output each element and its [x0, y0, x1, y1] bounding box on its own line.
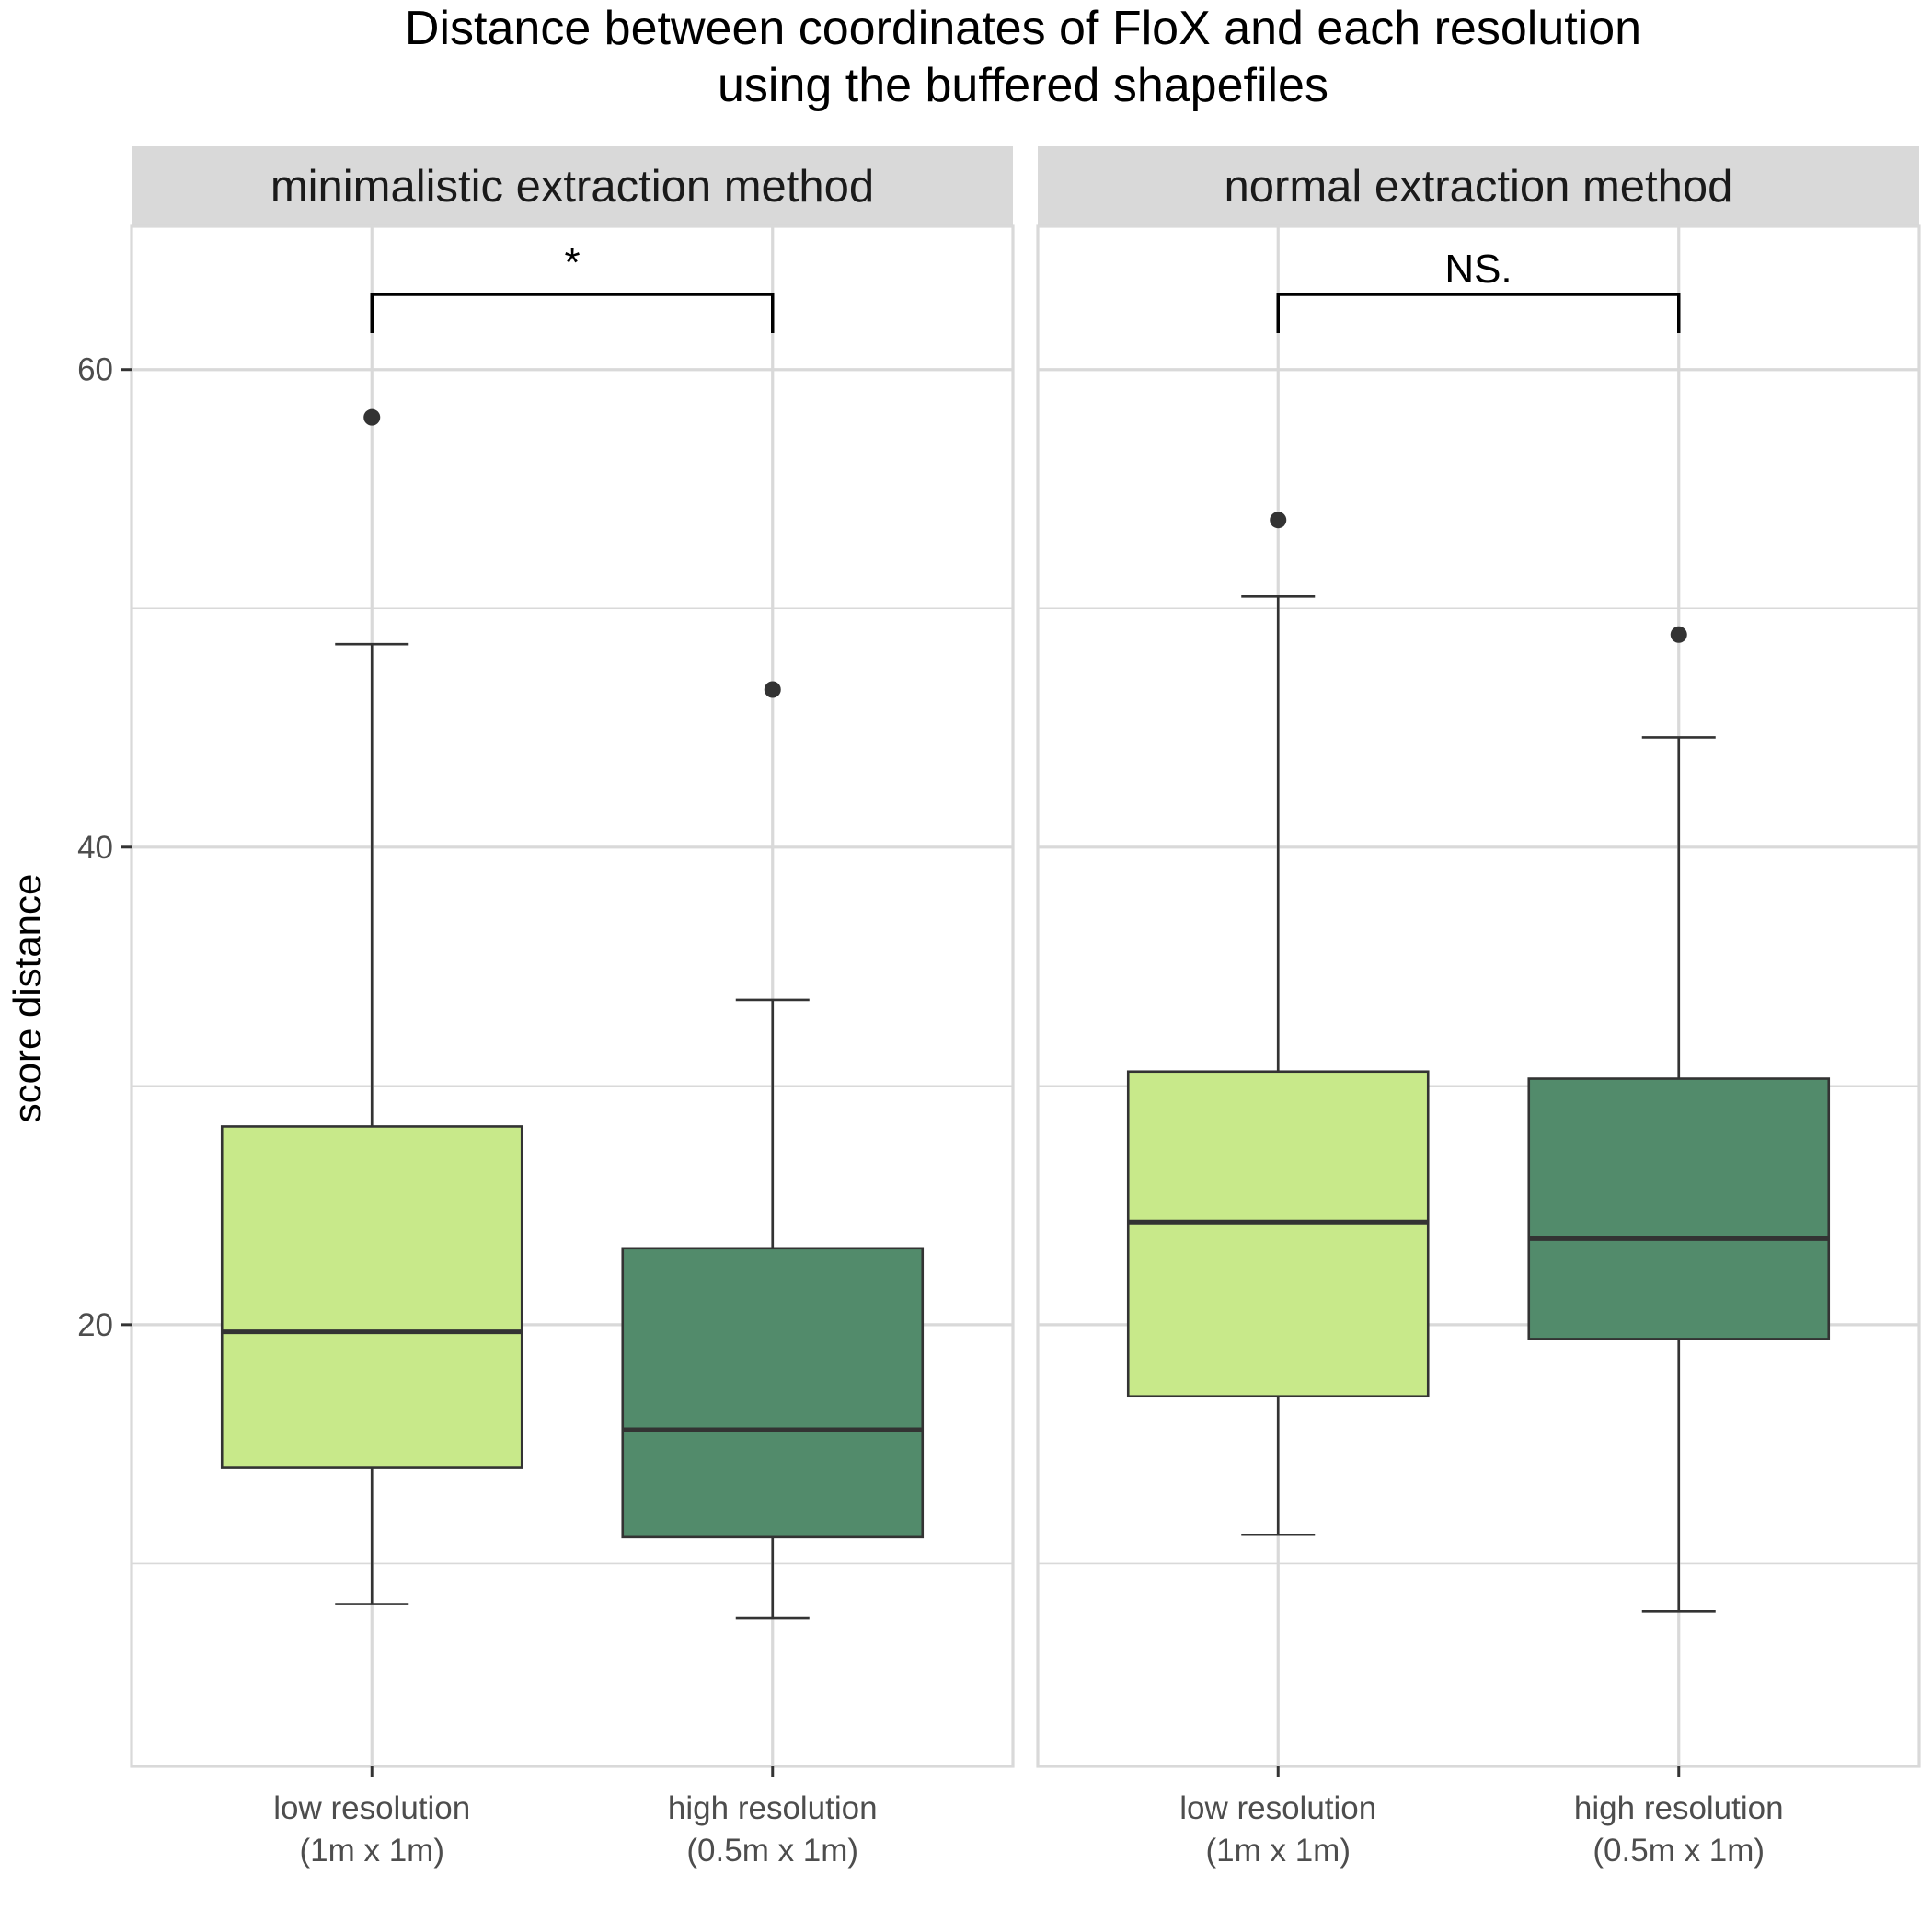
significance-label: *: [564, 240, 580, 285]
box-group-0-0: [220, 408, 523, 1605]
box-iqr: [220, 1125, 523, 1469]
facet-panel-0: minimalistic extraction method * low resol…: [130, 146, 1015, 1869]
facet-panels: minimalistic extraction method * low resol…: [130, 146, 1921, 1869]
box-iqr: [621, 1247, 925, 1539]
panel-border: [1036, 224, 1921, 1768]
y-tick-label: 20: [77, 1307, 113, 1343]
x-tick-label-line-2: (1m x 1m): [299, 1833, 444, 1869]
panel-border: [130, 224, 1015, 1768]
chart-title: Distance between coordinates of FloX and…: [405, 2, 1641, 112]
significance-bracket: [1276, 293, 1681, 333]
chart-title-line-1: Distance between coordinates of FloX and…: [405, 2, 1641, 55]
x-tick-label-line-2: (0.5m x 1m): [686, 1833, 858, 1869]
box-iqr: [1126, 1070, 1430, 1398]
y-axis-title: score distance: [6, 874, 49, 1123]
chart-title-line-2: using the buffered shapefiles: [718, 59, 1328, 112]
facet-strip-label: minimalistic extraction method: [270, 162, 874, 212]
outlier-point: [1670, 626, 1687, 643]
outlier-point: [1270, 512, 1287, 529]
significance-bracket: [370, 293, 775, 333]
x-tick-label-line-1: low resolution: [1179, 1790, 1376, 1826]
x-tick-label-line-1: low resolution: [273, 1790, 470, 1826]
box-group-0-1: [621, 681, 925, 1620]
facet-strip-label: normal extraction method: [1225, 162, 1733, 212]
x-tick-label-line-1: high resolution: [1574, 1790, 1784, 1826]
x-tick-label-line-2: (0.5m x 1m): [1593, 1833, 1765, 1869]
outlier-point: [363, 408, 381, 426]
x-tick-label-line-2: (1m x 1m): [1205, 1833, 1351, 1869]
x-tick-label-line-1: high resolution: [668, 1790, 878, 1826]
panel-background: [1038, 226, 1919, 1766]
facet-strip-background: [1038, 146, 1919, 226]
y-axis: 20 40 60: [77, 352, 132, 1343]
significance-label: NS.: [1444, 247, 1512, 292]
y-tick-label: 40: [77, 830, 113, 866]
facet-strip-background: [132, 146, 1013, 226]
box-iqr: [1527, 1077, 1831, 1340]
box-group-1-0: [1126, 512, 1430, 1536]
box-group-1-1: [1527, 626, 1831, 1613]
facet-panel-1: normal extraction method NS. low resolutio…: [1036, 146, 1921, 1869]
outlier-point: [764, 681, 781, 698]
y-tick-label: 60: [77, 352, 113, 388]
